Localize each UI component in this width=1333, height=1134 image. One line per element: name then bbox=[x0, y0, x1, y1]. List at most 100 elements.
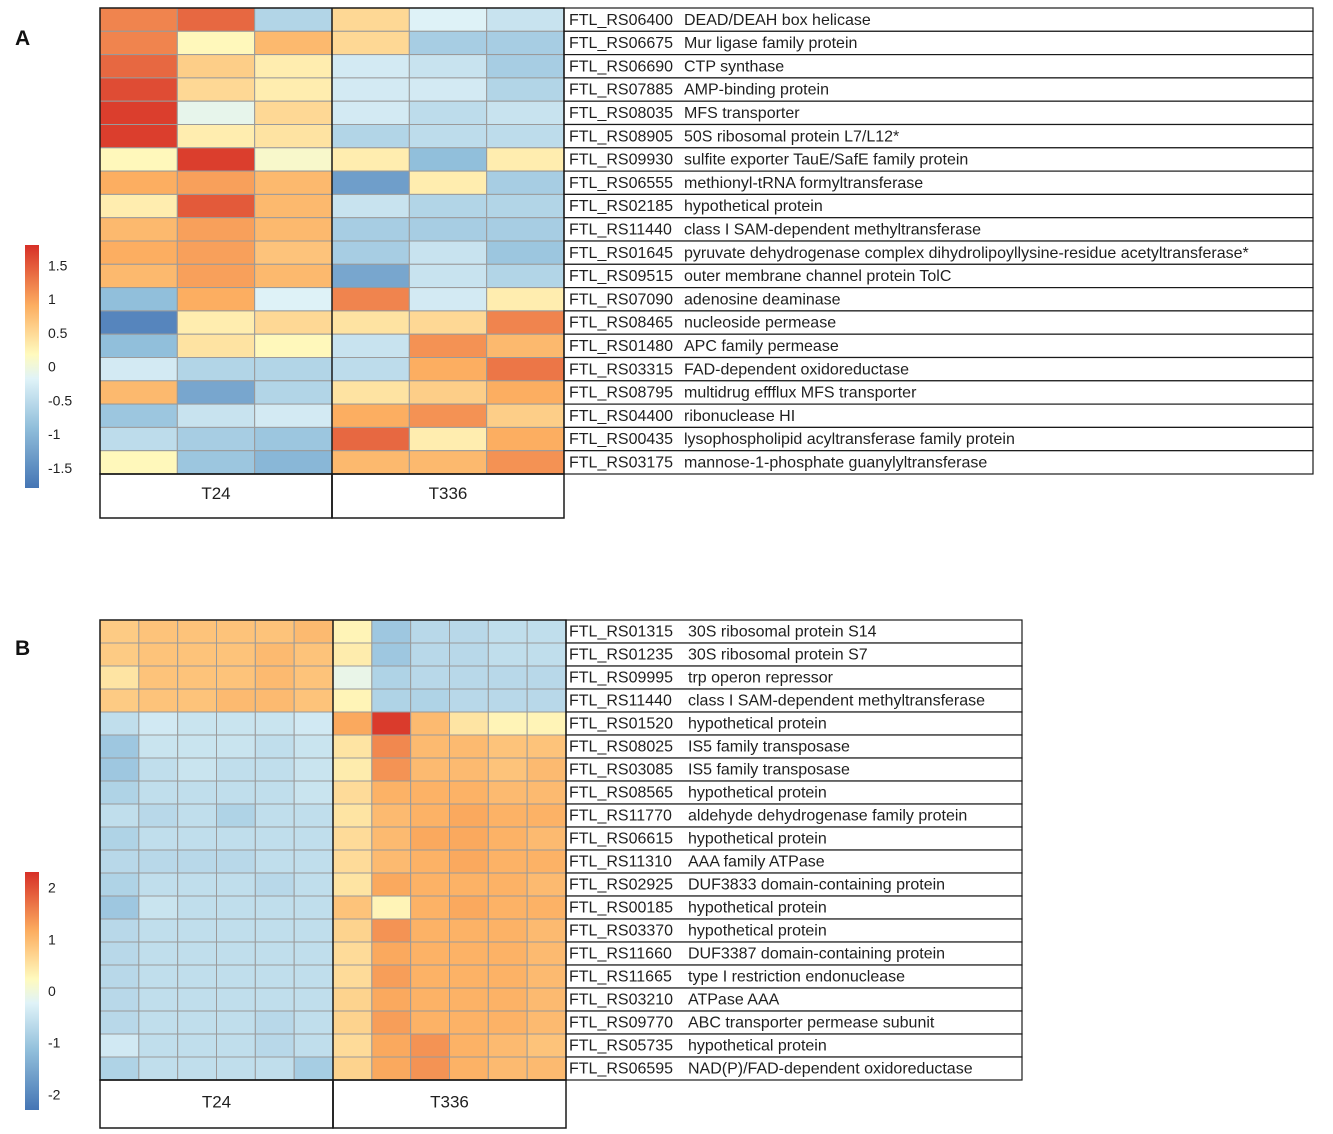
heatmap-row: FTL_RS07885 AMP-binding protein bbox=[99, 77, 1314, 102]
heatmap-row: FTL_RS02185 hypothetical protein bbox=[99, 193, 1314, 219]
heatmap-cell bbox=[331, 287, 410, 312]
gene-id-label: FTL_RS02925 bbox=[569, 877, 673, 894]
heatmap-cell bbox=[487, 642, 528, 667]
heatmap-cell bbox=[176, 333, 256, 359]
heatmap-cell bbox=[449, 734, 489, 759]
heatmap-cell bbox=[216, 849, 256, 874]
heatmap-row: FTL_RS07090 adenosine deaminase bbox=[99, 287, 1314, 312]
heatmap-cell bbox=[254, 780, 295, 805]
heatmap-cell bbox=[254, 987, 295, 1012]
heatmap-cell bbox=[371, 780, 412, 805]
heatmap-cell bbox=[254, 1033, 295, 1058]
gene-description-label: methionyl-tRNA formyltransferase bbox=[684, 175, 923, 192]
heatmap-cell bbox=[449, 895, 489, 920]
heatmap-row: FTL_RS09770 ABC transporter permease subu… bbox=[99, 1010, 1023, 1035]
gene-description-label: trp operon repressor bbox=[688, 670, 834, 687]
heatmap-cell bbox=[526, 803, 567, 828]
heatmap-cell bbox=[138, 964, 179, 989]
heatmap-cell bbox=[254, 665, 295, 690]
heatmap-cell bbox=[449, 665, 489, 690]
gene-id-label: FTL_RS03175 bbox=[569, 454, 673, 471]
heatmap-cell bbox=[216, 895, 256, 920]
heatmap-cell bbox=[176, 77, 256, 102]
gene-id-label: FTL_RS09515 bbox=[569, 268, 673, 285]
gene-description-label: hypothetical protein bbox=[688, 900, 827, 917]
heatmap-cell bbox=[410, 1056, 450, 1081]
gene-id-label: FTL_RS06595 bbox=[569, 1061, 673, 1078]
heatmap-row: FTL_RS01235 30S ribosomal protein S7 bbox=[99, 642, 1023, 667]
heatmap-cell bbox=[99, 780, 140, 805]
heatmap-cell bbox=[449, 780, 489, 805]
heatmap-cell bbox=[331, 217, 410, 242]
gene-id-label: FTL_RS11660 bbox=[569, 946, 672, 963]
heatmap-cell bbox=[486, 426, 565, 452]
row-label-box bbox=[563, 403, 1314, 429]
heatmap-cell bbox=[177, 803, 218, 828]
heatmap-cell bbox=[486, 357, 565, 382]
heatmap-cell bbox=[99, 711, 140, 736]
row-label-box bbox=[563, 170, 1314, 196]
heatmap-cell bbox=[99, 964, 140, 989]
gene-description-label: DUF3833 domain-containing protein bbox=[688, 877, 945, 894]
heatmap-cell bbox=[177, 619, 218, 644]
row-label-box bbox=[563, 7, 1314, 32]
heatmap-cell bbox=[332, 665, 373, 690]
heatmap-cell bbox=[254, 826, 295, 851]
heatmap-cell bbox=[526, 780, 567, 805]
heatmap-cell bbox=[486, 124, 565, 149]
row-label-box bbox=[563, 380, 1314, 405]
heatmap-cell bbox=[332, 826, 373, 851]
heatmap-cell bbox=[99, 849, 140, 874]
gene-id-label: FTL_RS09770 bbox=[569, 1015, 673, 1032]
heatmap-cell bbox=[408, 217, 488, 242]
gene-description-label: IS5 family transposase bbox=[688, 739, 850, 756]
gene-id-label: FTL_RS11770 bbox=[569, 808, 672, 825]
heatmap-cell bbox=[176, 426, 256, 452]
heatmap-cell bbox=[487, 849, 528, 874]
heatmap-cell bbox=[408, 263, 488, 289]
heatmap-cell bbox=[449, 826, 489, 851]
heatmap-cell bbox=[99, 757, 140, 782]
gene-description-label: ABC transporter permease subunit bbox=[688, 1015, 935, 1032]
heatmap-cell bbox=[99, 380, 178, 405]
heatmap-cell bbox=[526, 688, 567, 713]
heatmap-cell bbox=[487, 1033, 528, 1058]
heatmap-cell bbox=[99, 1033, 140, 1058]
heatmap-cell bbox=[331, 124, 410, 149]
heatmap-cell bbox=[410, 619, 450, 644]
gene-description-label: sulfite exporter TauE/SafE family protei… bbox=[684, 152, 968, 169]
heatmap-cell bbox=[449, 872, 489, 897]
heatmap-cell bbox=[293, 849, 334, 874]
heatmap-cell bbox=[176, 100, 256, 125]
heatmap-cell bbox=[293, 665, 334, 690]
heatmap-cell bbox=[410, 642, 450, 667]
heatmap-row: FTL_RS09995 trp operon repressor bbox=[99, 665, 1023, 690]
colorbar-tick-label: 0.5 bbox=[48, 325, 68, 341]
heatmap-cell bbox=[371, 872, 412, 897]
heatmap-cell bbox=[138, 757, 179, 782]
heatmap-cell bbox=[408, 193, 488, 219]
heatmap-cell bbox=[332, 642, 373, 667]
heatmap-cell bbox=[99, 357, 178, 382]
heatmap-cell bbox=[526, 1010, 567, 1035]
gene-id-label: FTL_RS06675 bbox=[569, 35, 673, 52]
gene-description-label: type I restriction endonuclease bbox=[688, 969, 905, 986]
gene-id-label: FTL_RS01235 bbox=[569, 647, 673, 664]
heatmap-cell bbox=[371, 803, 412, 828]
heatmap-cell bbox=[254, 333, 333, 359]
gene-id-label: FTL_RS08465 bbox=[569, 315, 673, 332]
gene-description-label: hypothetical protein bbox=[688, 1038, 827, 1055]
gene-id-label: FTL_RS03210 bbox=[569, 992, 673, 1009]
heatmap-cell bbox=[176, 240, 256, 265]
row-label-box bbox=[563, 356, 1314, 382]
heatmap-cell bbox=[332, 1056, 373, 1081]
heatmap-cell bbox=[371, 849, 412, 874]
heatmap-cell bbox=[408, 426, 488, 452]
gene-id-label: FTL_RS08565 bbox=[569, 785, 673, 802]
heatmap-cell bbox=[177, 688, 218, 713]
heatmap-cell bbox=[371, 895, 412, 920]
heatmap-cell bbox=[177, 941, 218, 966]
heatmap-cell bbox=[138, 642, 179, 667]
heatmap-cell bbox=[254, 170, 333, 195]
